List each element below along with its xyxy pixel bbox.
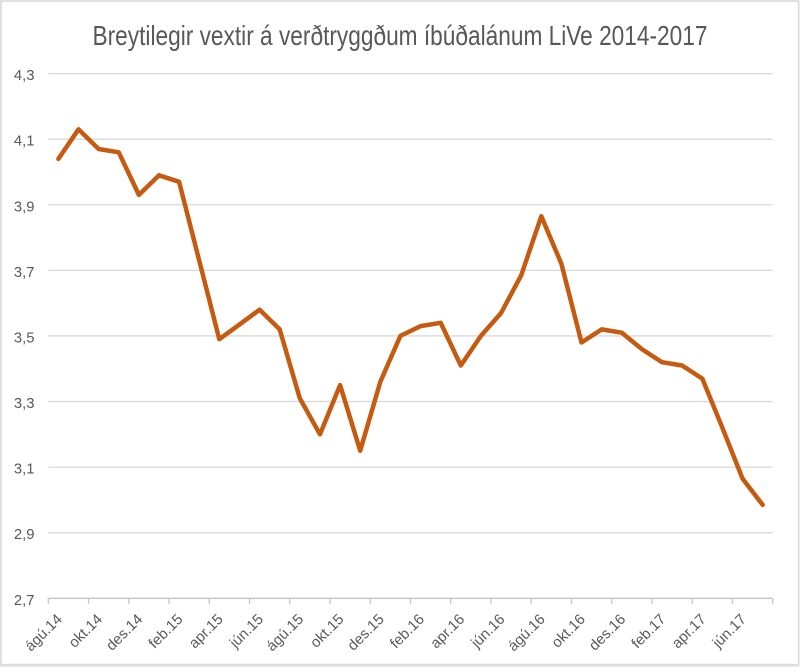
svg-text:4,1: 4,1 — [14, 134, 35, 150]
svg-text:3,9: 3,9 — [14, 199, 35, 215]
svg-text:3,1: 3,1 — [14, 462, 35, 478]
svg-text:3,5: 3,5 — [14, 330, 35, 346]
svg-text:2,9: 2,9 — [14, 527, 35, 543]
svg-text:2,7: 2,7 — [14, 593, 35, 609]
svg-text:3,7: 3,7 — [14, 265, 35, 281]
svg-text:Breytilegir vextir á verðtrygg: Breytilegir vextir á verðtryggðum íbúðal… — [93, 20, 708, 51]
svg-text:4,3: 4,3 — [14, 68, 35, 84]
svg-text:3,3: 3,3 — [14, 396, 35, 412]
